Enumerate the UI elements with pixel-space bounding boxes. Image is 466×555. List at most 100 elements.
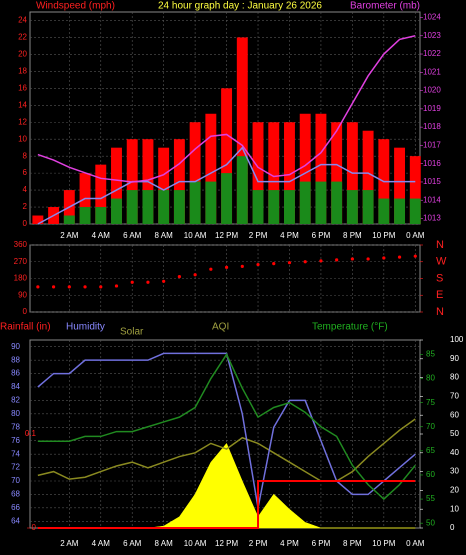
x-tick-label: 2 PM — [249, 539, 268, 548]
dot — [287, 261, 292, 265]
dot — [146, 280, 150, 284]
y-tick-label: 0 — [23, 307, 28, 316]
bar — [299, 113, 311, 224]
y-tick-label: 24 — [18, 16, 27, 25]
bar — [394, 198, 406, 224]
bar — [205, 113, 217, 224]
y4-tick-label: 20 — [450, 486, 459, 495]
y4-tick-label: 60 — [450, 410, 459, 419]
bar — [63, 215, 75, 224]
dot — [272, 262, 276, 266]
x-tick-label: 4 AM — [92, 539, 111, 548]
bar — [299, 181, 311, 224]
x-tick-label: 0 AM — [406, 539, 425, 548]
y2-tick-label: 1013 — [423, 214, 441, 223]
y2-tick-label: 1016 — [423, 159, 441, 168]
y4-tick-label: 30 — [450, 467, 459, 476]
bar — [126, 190, 138, 224]
axis-label: Windspeed (mph) — [36, 1, 115, 12]
bar — [111, 147, 122, 224]
y2-tick-label: 1023 — [423, 31, 441, 40]
axis-label: Temperature (°F) — [312, 322, 388, 333]
x-tick-label: 6 AM — [123, 231, 142, 240]
bar — [331, 122, 343, 224]
x-tick-label: 4 PM — [280, 231, 299, 240]
x-tick-label: 0 AM — [406, 231, 425, 240]
x-tick-label: 8 PM — [343, 231, 362, 240]
y2-tick-label: 1014 — [423, 195, 441, 204]
axis-label: AQI — [212, 322, 229, 333]
dot — [83, 285, 87, 289]
bar — [252, 122, 264, 224]
dot — [130, 280, 134, 284]
x-tick-label: 2 AM — [60, 539, 79, 548]
bar — [378, 198, 390, 224]
dot — [177, 275, 181, 279]
bar — [346, 190, 358, 224]
y-tick-label: 10 — [18, 134, 27, 143]
y2-tick-label: 75 — [426, 398, 435, 407]
y4-tick-label: 90 — [450, 354, 459, 363]
bar — [158, 147, 170, 224]
dot — [193, 273, 197, 277]
y-tick-label: 76 — [11, 436, 20, 445]
bar — [111, 198, 122, 224]
bar — [331, 181, 343, 224]
y2-tick-label: N — [436, 239, 444, 251]
y2-tick-label: 1015 — [423, 177, 441, 186]
y-tick-label: 64 — [11, 516, 20, 525]
y-tick-label: 360 — [14, 240, 28, 249]
bar — [284, 190, 295, 224]
dot — [303, 260, 307, 264]
y4-tick-label: 70 — [450, 392, 459, 401]
x-tick-label: 4 AM — [92, 231, 111, 240]
dot — [350, 257, 354, 261]
y-tick-label: 14 — [18, 100, 27, 109]
x-tick-label: 2 AM — [60, 231, 79, 240]
y4-tick-label: 100 — [450, 335, 464, 344]
x-tick-label: 10 AM — [184, 231, 207, 240]
x-tick-label: 2 PM — [249, 231, 268, 240]
y-tick-label: 86 — [11, 369, 20, 378]
x-tick-label: 4 PM — [280, 539, 299, 548]
line — [37, 146, 416, 225]
y2-tick-label: 1022 — [423, 49, 441, 58]
y-tick-label: 6 — [23, 168, 28, 177]
bar — [173, 190, 185, 224]
dot — [366, 257, 370, 261]
y-tick-label: 90 — [18, 290, 27, 299]
y-tick-label: 22 — [18, 33, 27, 42]
bar — [409, 156, 421, 224]
dot — [99, 285, 103, 289]
x-tick-label: 12 PM — [215, 539, 238, 548]
y4-tick-label: 80 — [450, 373, 459, 382]
y4-tick-label: 50 — [450, 429, 459, 438]
bar — [32, 215, 44, 224]
y4-tick-label: 0 — [450, 523, 455, 532]
y-tick-label: 180 — [14, 274, 28, 283]
dot — [240, 264, 244, 269]
y-tick-label: 84 — [11, 382, 20, 391]
dot — [319, 259, 323, 263]
plot-area — [29, 244, 421, 313]
y2-tick-label: W — [436, 256, 447, 268]
dot — [51, 285, 56, 289]
bar — [362, 190, 374, 224]
x-tick-label: 6 AM — [123, 539, 142, 548]
bar — [268, 122, 280, 224]
line — [37, 35, 416, 183]
y-tick-label: 270 — [14, 257, 28, 266]
axis-label: Rainfall (in) — [0, 322, 51, 333]
y2-tick-label: 50 — [426, 518, 435, 527]
y4-tick-label: 10 — [450, 504, 459, 513]
bar — [236, 37, 248, 224]
bar — [252, 190, 264, 224]
y-tick-label: 16 — [18, 83, 27, 92]
y-tick-label: 12 — [18, 117, 27, 126]
y-tick-label: 2 — [23, 202, 28, 211]
y-tick-label: 90 — [11, 342, 20, 351]
dot — [397, 255, 402, 259]
bar — [189, 181, 201, 224]
dot — [114, 284, 119, 288]
axis-label: Solar — [120, 327, 144, 338]
